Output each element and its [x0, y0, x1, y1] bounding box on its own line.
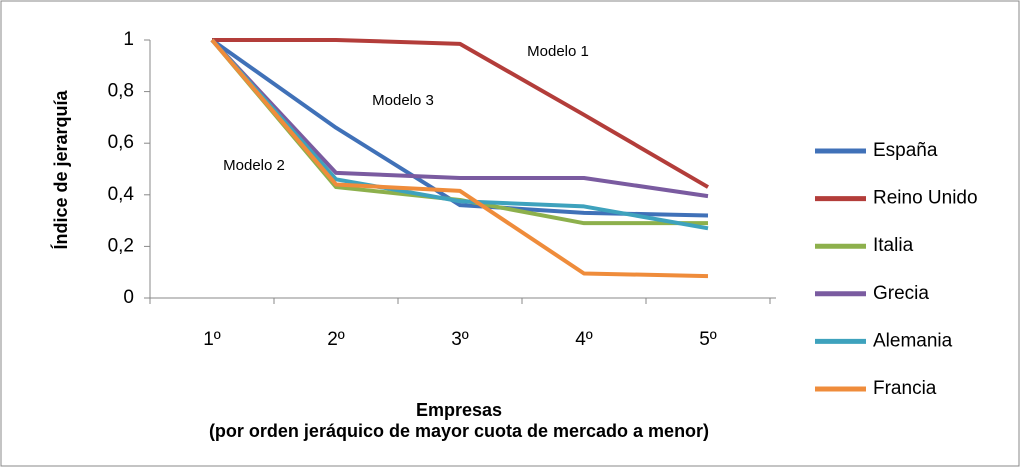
- annotation: Modelo 3: [372, 92, 434, 109]
- x-tick-label: 1º: [203, 329, 221, 350]
- x-tick-label: 2º: [327, 329, 345, 350]
- y-tick-label: 0: [123, 287, 134, 308]
- annotation: Modelo 1: [527, 43, 589, 60]
- y-axis-title: Índice de jerarquía: [50, 89, 71, 249]
- y-tick-label: 0,4: [108, 184, 135, 205]
- legend-label: España: [873, 140, 938, 161]
- x-tick-label: 4º: [575, 329, 593, 350]
- x-axis-subtitle: (por orden jeráquico de mayor cuota de m…: [209, 421, 709, 441]
- legend-label: Grecia: [873, 283, 929, 304]
- x-axis-title: Empresas: [416, 400, 502, 420]
- annotation: Modelo 2: [223, 157, 285, 174]
- legend-label: Francia: [873, 378, 937, 399]
- series-line: [210, 38, 709, 279]
- series-line: [210, 38, 709, 199]
- legend-label: Reino Unido: [873, 188, 978, 209]
- x-tick-label: 3º: [451, 329, 469, 350]
- y-tick-label: 1: [123, 29, 134, 50]
- y-tick-label: 0,6: [108, 132, 134, 153]
- x-tick-label: 5º: [699, 329, 717, 350]
- series-line: [210, 38, 709, 231]
- series-line: [212, 38, 710, 189]
- legend-label: Italia: [873, 235, 914, 256]
- legend-label: Alemania: [873, 330, 953, 351]
- y-tick-label: 0,2: [108, 235, 134, 256]
- y-tick-label: 0,8: [108, 81, 134, 102]
